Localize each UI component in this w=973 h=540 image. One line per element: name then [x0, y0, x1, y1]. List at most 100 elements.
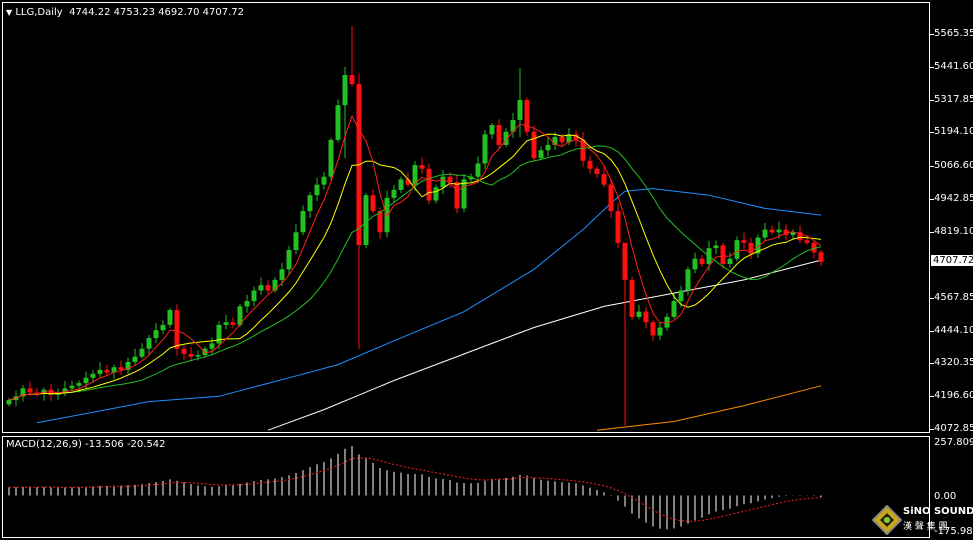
axis-tick: [930, 396, 934, 398]
axis-tick: [930, 99, 934, 101]
bull-candle: [538, 150, 544, 159]
price-axis-label: 5565.35: [934, 28, 973, 39]
bear-candle: [48, 389, 54, 396]
bull-candle: [125, 361, 131, 370]
bull-candle: [328, 139, 334, 177]
bear-candle: [419, 165, 425, 169]
price-axis-label: 4942.85: [934, 192, 973, 204]
bull-candle: [475, 163, 481, 177]
bear-candle: [769, 229, 775, 233]
bull-candle: [237, 306, 243, 325]
ohlc-values: 4744.22 4753.23 4692.70 4707.72: [69, 7, 245, 18]
bear-candle: [804, 240, 810, 243]
bull-candle: [776, 229, 782, 233]
bear-candle: [377, 211, 383, 233]
axis-tick: [930, 297, 934, 299]
axis-tick: [930, 363, 934, 365]
bear-candle: [594, 168, 600, 175]
bull-candle: [307, 195, 313, 212]
price-axis-label: 4444.10: [934, 324, 973, 336]
bull-candle: [566, 134, 572, 143]
bull-candle: [300, 211, 306, 233]
bull-candle: [258, 285, 264, 291]
price-axis-label: 5317.85: [934, 93, 973, 105]
bull-candle: [223, 322, 229, 325]
ma200-line: [596, 385, 822, 431]
bull-candle: [167, 310, 173, 325]
bull-candle: [503, 131, 509, 145]
bear-candle: [34, 392, 40, 394]
ma5-line: [8, 114, 822, 401]
bull-candle: [153, 330, 159, 339]
bull-candle: [713, 245, 719, 249]
bear-candle: [531, 131, 537, 159]
bear-candle: [783, 229, 789, 235]
ma20-line: [8, 145, 822, 401]
bull-candle: [692, 258, 698, 270]
bull-candle: [657, 327, 663, 336]
bear-candle: [265, 285, 271, 291]
bear-candle: [118, 367, 124, 370]
bear-candle: [496, 125, 502, 145]
bear-candle: [188, 354, 194, 357]
price-axis-label: 4567.85: [934, 291, 973, 303]
chart-header: ▼ LLG,Daily 4744.22 4753.23 4692.70 4707…: [6, 7, 244, 18]
bull-candle: [111, 367, 117, 373]
axis-tick: [930, 132, 934, 134]
macd-signal-value: -20.542: [126, 439, 166, 450]
bear-candle: [818, 252, 824, 262]
current-price-label: 4707.72: [931, 254, 973, 266]
bear-candle: [447, 176, 453, 182]
bear-candle: [370, 195, 376, 212]
bull-candle: [286, 249, 292, 270]
bull-candle: [342, 75, 348, 106]
bull-candle: [251, 290, 257, 302]
bull-candle: [755, 237, 761, 254]
bull-candle: [293, 232, 299, 250]
macd-chart: [8, 445, 822, 530]
bear-candle: [230, 322, 236, 325]
bear-candle: [629, 279, 635, 317]
price-chart-pane[interactable]: ▼ LLG,Daily 4744.22 4753.23 4692.70 4707…: [2, 2, 930, 433]
bull-candle: [20, 388, 26, 397]
price-axis-label: 4320.35: [934, 357, 973, 369]
macd-pane[interactable]: MACD(12,26,9) -13.506 -20.542: [2, 436, 930, 538]
price-axis-label: 5194.10: [934, 126, 973, 138]
bear-candle: [741, 240, 747, 243]
bull-candle: [69, 385, 75, 389]
price-axis-label: 5066.60: [934, 159, 973, 171]
bull-candle: [244, 301, 250, 307]
axis-tick: [930, 165, 934, 167]
bull-candle: [160, 324, 166, 331]
macd-main-value: -13.506: [85, 439, 124, 450]
bull-candle: [678, 290, 684, 302]
bull-candle: [433, 187, 439, 201]
bear-candle: [608, 184, 614, 212]
bear-candle: [720, 245, 726, 265]
axis-tick: [930, 66, 934, 68]
price-axis-label: 4819.10: [934, 225, 973, 237]
macd-axis-top: 257.809: [934, 437, 973, 448]
bull-candle: [76, 383, 82, 386]
candlestick-chart: [6, 25, 824, 431]
bear-candle: [587, 160, 593, 169]
bull-candle: [734, 240, 740, 259]
bear-candle: [405, 179, 411, 185]
collapse-triangle-icon[interactable]: ▼: [6, 8, 13, 17]
bull-candle: [363, 195, 369, 245]
bull-candle: [461, 179, 467, 209]
macd-axis-zero: 0.00: [934, 491, 957, 502]
bull-candle: [412, 165, 418, 185]
macd-header: MACD(12,26,9) -13.506 -20.542: [6, 439, 166, 450]
price-axis-label: 4196.60: [934, 390, 973, 402]
bear-candle: [559, 136, 565, 143]
bull-candle: [216, 324, 222, 344]
bull-candle: [790, 232, 796, 235]
bull-candle: [545, 144, 551, 151]
bear-candle: [643, 311, 649, 323]
bear-candle: [181, 348, 187, 355]
bull-candle: [279, 269, 285, 280]
bear-candle: [524, 99, 530, 132]
bear-candle: [27, 388, 33, 393]
